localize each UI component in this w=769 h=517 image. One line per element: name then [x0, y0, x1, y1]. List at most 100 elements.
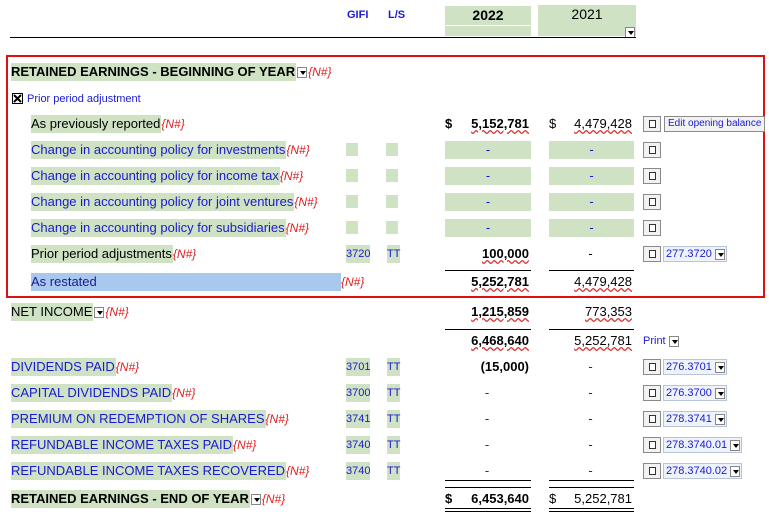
current-value[interactable]: -: [445, 141, 531, 159]
label: Prior period adjustments: [31, 245, 173, 263]
dropdown[interactable]: [714, 361, 725, 373]
row-label: As previously reported {N#}: [31, 115, 185, 133]
row-label: RETAINED EARNINGS - END OF YEAR {N#}: [11, 490, 285, 508]
label: CAPITAL DIVIDENDS PAID: [11, 384, 173, 402]
label: Change in accounting policy for income t…: [31, 167, 280, 185]
year-prior-box[interactable]: 2021: [538, 5, 636, 39]
dropdown[interactable]: [730, 439, 741, 451]
print-select[interactable]: Print: [643, 332, 680, 350]
link-text: 276.3700: [666, 387, 712, 399]
prior-value[interactable]: 5,252,781: [574, 491, 632, 506]
prior-value[interactable]: -: [588, 463, 593, 478]
currency: $: [549, 116, 557, 131]
ls-input[interactable]: [386, 169, 398, 182]
icon-button[interactable]: [643, 142, 661, 158]
prior-value[interactable]: -: [588, 437, 593, 452]
prior-value[interactable]: 773,353: [585, 304, 632, 319]
link-select[interactable]: 278.3740.02: [663, 463, 743, 479]
label: NET INCOME: [11, 303, 94, 321]
icon-glyph: [649, 415, 656, 423]
ls-code: TT: [387, 462, 401, 480]
label: DIVIDENDS PAID: [11, 358, 116, 376]
prior-value[interactable]: -: [549, 193, 634, 211]
current-value[interactable]: 6,468,640: [471, 333, 529, 348]
prior-value[interactable]: -: [588, 359, 593, 374]
current-value[interactable]: 5,252,781: [471, 274, 529, 289]
dropdown[interactable]: [714, 413, 725, 425]
icon-button[interactable]: [643, 437, 661, 453]
gifi-input[interactable]: [346, 143, 358, 156]
gifi-input[interactable]: [346, 169, 358, 182]
current-value[interactable]: (15,000): [480, 359, 529, 374]
current-value[interactable]: -: [484, 385, 490, 400]
current-value[interactable]: 1,215,859: [471, 304, 529, 319]
current-value[interactable]: -: [484, 437, 490, 452]
row-label: Change in accounting policy for investme…: [31, 141, 310, 159]
row-label: Prior period adjustments {N#}: [31, 245, 196, 263]
dropdown[interactable]: [668, 335, 679, 347]
link-text: 278.3740.01: [666, 439, 728, 451]
gifi-input[interactable]: [346, 195, 358, 208]
marker: {N#}: [265, 412, 289, 426]
link-select[interactable]: 276.3700: [663, 385, 727, 401]
link-select[interactable]: 277.3720: [663, 246, 727, 262]
prior-value[interactable]: -: [549, 141, 634, 159]
icon-button[interactable]: [643, 168, 661, 184]
dropdown[interactable]: [730, 465, 741, 477]
current-value[interactable]: -: [445, 193, 531, 211]
gifi-code: 3740: [346, 436, 371, 454]
prior-value[interactable]: -: [549, 219, 634, 237]
prior-value[interactable]: -: [588, 246, 593, 261]
current-value[interactable]: 5,152,781: [471, 116, 529, 131]
prior-value[interactable]: -: [588, 385, 593, 400]
link-text: 277.3720: [666, 248, 712, 260]
header-rule: [10, 37, 636, 38]
current-value[interactable]: 6,453,640: [471, 491, 529, 506]
dropdown[interactable]: [714, 387, 725, 399]
prior-value[interactable]: 4,479,428: [574, 274, 632, 289]
current-value[interactable]: -: [484, 411, 490, 426]
ls-input[interactable]: [386, 221, 398, 234]
prior-value[interactable]: -: [588, 411, 593, 426]
sum-line: [445, 487, 531, 488]
current-value[interactable]: -: [445, 167, 531, 185]
icon-button[interactable]: [643, 220, 661, 236]
double-underline: [445, 508, 531, 512]
label: Change in accounting policy for subsidia…: [31, 219, 286, 237]
dropdown[interactable]: [714, 248, 725, 260]
gifi-input[interactable]: [346, 221, 358, 234]
link-select[interactable]: 278.3741: [663, 411, 727, 427]
marker: {N#}: [161, 117, 185, 131]
icon-button[interactable]: [643, 194, 661, 210]
icon-button[interactable]: [643, 463, 661, 479]
box-divider: [445, 25, 531, 26]
year-current-box: 2022: [445, 5, 531, 36]
sum-line: [445, 480, 531, 481]
icon-button[interactable]: [643, 359, 661, 375]
checkbox[interactable]: [12, 93, 23, 104]
icon-glyph: [649, 120, 656, 128]
marker: {N#}: [308, 65, 332, 79]
prior-value[interactable]: 4,479,428: [574, 116, 632, 131]
ls-input[interactable]: [386, 143, 398, 156]
dropdown[interactable]: [297, 66, 308, 78]
link-select[interactable]: 278.3740.01: [663, 437, 743, 453]
current-value[interactable]: -: [445, 219, 531, 237]
prior-value[interactable]: 5,252,781: [574, 333, 632, 348]
marker: {N#}: [286, 143, 310, 157]
icon-button[interactable]: [643, 246, 661, 262]
icon-button[interactable]: [643, 385, 661, 401]
current-value[interactable]: -: [484, 463, 490, 478]
dropdown[interactable]: [250, 493, 261, 505]
icon-glyph: [649, 198, 656, 206]
link-select[interactable]: 276.3701: [663, 359, 727, 375]
icon-button[interactable]: [643, 411, 661, 427]
marker: {N#}: [294, 195, 318, 209]
marker: {N#}: [172, 247, 197, 261]
dropdown[interactable]: [94, 306, 105, 318]
ls-input[interactable]: [386, 195, 398, 208]
current-value[interactable]: 100,000: [482, 246, 529, 261]
icon-button[interactable]: [643, 116, 661, 132]
prior-value[interactable]: -: [549, 167, 634, 185]
edit-button[interactable]: Edit opening balance: [664, 116, 766, 132]
